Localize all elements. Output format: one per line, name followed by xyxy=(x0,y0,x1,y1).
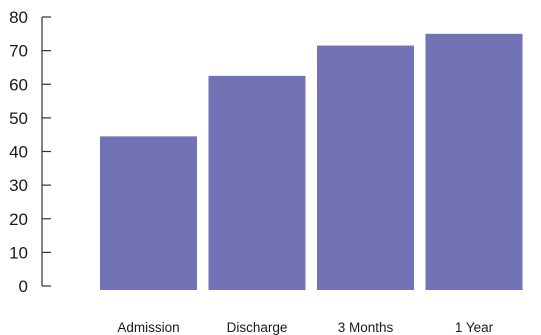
bar-admission xyxy=(100,136,197,290)
x-category-label: Admission xyxy=(117,320,179,335)
y-tick-label: 70 xyxy=(9,42,28,61)
y-tick-label: 10 xyxy=(9,243,28,262)
y-tick-label: 80 xyxy=(9,8,28,27)
x-category-label: Discharge xyxy=(227,320,288,335)
bars xyxy=(100,33,523,290)
y-tick-label: 0 xyxy=(19,277,28,296)
x-axis-labels: Admission Discharge 3 Months 1 Year xyxy=(117,320,493,335)
y-tick-label: 50 xyxy=(9,109,28,128)
bar-1-year xyxy=(425,33,523,290)
x-category-label: 1 Year xyxy=(455,320,494,335)
y-tick-label: 60 xyxy=(9,75,28,94)
bar-discharge xyxy=(208,75,306,290)
y-axis: 0 10 20 30 40 50 60 70 80 xyxy=(9,8,51,296)
y-tick-label: 30 xyxy=(9,176,28,195)
x-category-label: 3 Months xyxy=(338,320,394,335)
bar-3-months xyxy=(317,45,414,290)
y-tick-label: 20 xyxy=(9,210,28,229)
y-tick-label: 40 xyxy=(9,143,28,162)
